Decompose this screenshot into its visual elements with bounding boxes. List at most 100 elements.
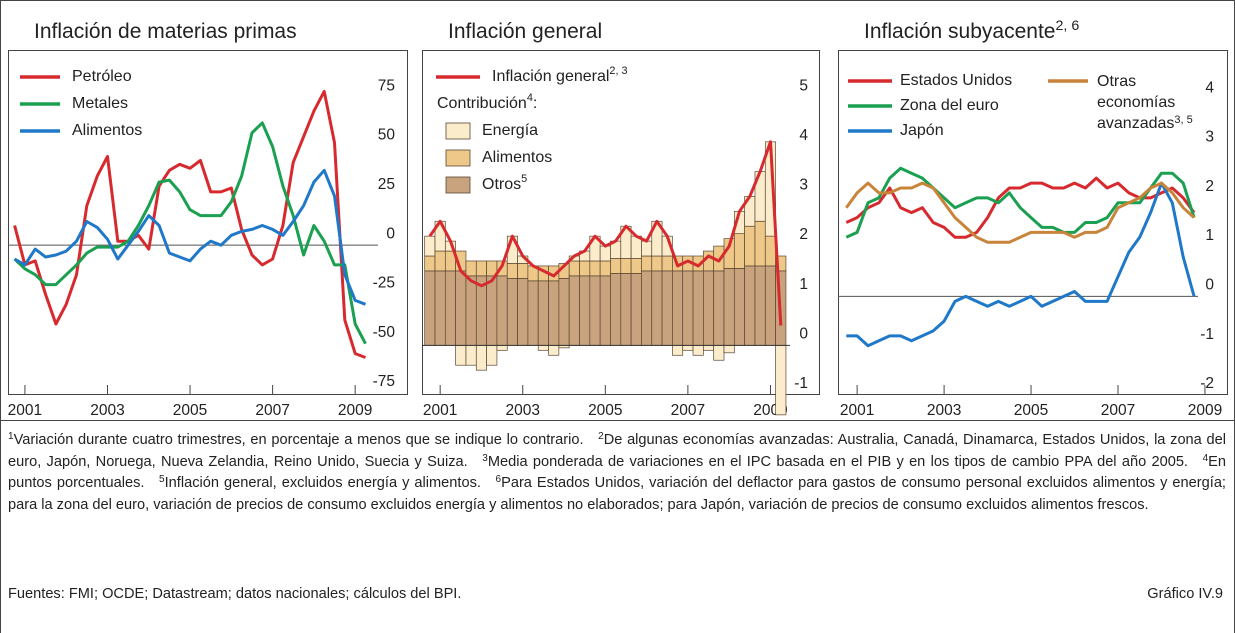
bar (651, 270, 663, 346)
bar (537, 280, 549, 346)
bar (506, 277, 518, 346)
bar (599, 275, 611, 346)
y-tick-label: 3 (1205, 129, 1214, 146)
x-tick-label: 2007 (255, 402, 289, 419)
y-tick-label: 75 (378, 77, 395, 94)
footnote-number: 1 (8, 431, 14, 442)
y-tick-label: -2 (1200, 375, 1214, 392)
bar (548, 280, 560, 346)
x-tick-label: 2009 (1188, 402, 1222, 419)
bar (486, 275, 498, 346)
legend-label-text: Inflación general (492, 68, 609, 85)
bar (506, 263, 518, 279)
bar (744, 265, 756, 346)
bar (754, 265, 766, 346)
bar (764, 235, 776, 267)
bar (754, 220, 766, 267)
y-tick-label: -50 (373, 324, 396, 341)
bar (661, 270, 673, 346)
bar (568, 260, 580, 277)
bar (703, 345, 715, 351)
x-tick-label: 2005 (588, 402, 622, 419)
y-tick-label: 0 (386, 225, 395, 242)
bar (703, 270, 715, 346)
panel-title-text: Inflación general (448, 20, 602, 43)
legend-label-text: Otras economías avanzadas (1097, 73, 1176, 132)
legend-label-sup: 3, 5 (1174, 114, 1193, 126)
bar (579, 275, 591, 346)
legend-label: Alimentos (72, 122, 142, 139)
footnote-text: De algunas economías avanzadas: Australi… (8, 432, 1226, 470)
bar (599, 245, 611, 262)
y-tick-label: 4 (1205, 79, 1214, 96)
footnote-text: Para Estados Unidos, variación del defla… (8, 475, 1226, 513)
bar (589, 260, 601, 277)
bar (620, 258, 632, 274)
panel-title: Inflación subyacente2, 6 (864, 18, 1079, 43)
legend-label: Alimentos (482, 149, 552, 166)
legend-label: Zona del euro (900, 97, 999, 114)
bar (620, 273, 632, 346)
legend-label-text: Japón (900, 122, 944, 139)
panel-title-text: Inflación subyacente (864, 20, 1055, 43)
legend-label: Otros5 (482, 173, 527, 193)
bar (764, 265, 776, 346)
y-tick-label: -1 (794, 375, 808, 392)
y-tick-label: 3 (799, 177, 808, 194)
footnote-number: 2 (598, 431, 604, 442)
legend-label-text: Zona del euro (900, 97, 999, 114)
bar (424, 270, 436, 346)
legend-label: Inflación general2, 3 (492, 65, 628, 85)
bar (537, 345, 549, 351)
legend-swatch (445, 176, 471, 194)
legend-label-text: Alimentos (482, 149, 552, 166)
y-tick-label: 0 (799, 325, 808, 342)
bar (672, 345, 684, 356)
y-tick-label: -75 (373, 373, 395, 390)
bar (651, 255, 663, 272)
x-tick-label: 2001 (423, 402, 457, 419)
bar (713, 345, 725, 361)
legend-label-text: Energía (482, 122, 538, 139)
bar (775, 255, 787, 272)
bar (599, 260, 611, 277)
y-tick-label: 0 (1205, 277, 1214, 294)
line-series (13, 168, 367, 306)
bar (465, 260, 477, 277)
bar (610, 258, 622, 274)
footnote-number: 6 (495, 474, 502, 485)
footnote-number: 4 (1202, 452, 1209, 464)
bar (548, 345, 560, 356)
bar (630, 258, 642, 274)
bar (610, 273, 622, 346)
bar (733, 268, 746, 346)
line-series (845, 181, 1196, 244)
bar (661, 255, 673, 272)
legend-heading: Contribución4: (437, 92, 537, 112)
footnotes: 1Variación durante cuatro trimestres, en… (8, 430, 1226, 516)
bar (558, 277, 570, 346)
bar (589, 275, 601, 346)
bar (517, 263, 529, 279)
bar (455, 270, 467, 346)
y-tick-label: 1 (799, 276, 808, 293)
bar (775, 345, 787, 416)
y-tick-label: 1 (1205, 227, 1214, 244)
bar (517, 277, 529, 346)
panel-title-sup: 2, 6 (1055, 18, 1079, 34)
legend-label: Japón (900, 122, 944, 139)
y-tick-label: -25 (373, 275, 395, 292)
bar (641, 240, 653, 257)
line-series (845, 166, 1196, 239)
y-tick-label: 50 (378, 127, 396, 144)
legend-label: Energía (482, 122, 538, 139)
bar (723, 345, 735, 354)
x-tick-label: 2009 (338, 402, 372, 419)
legend-label-sup: 2, 3 (609, 65, 627, 77)
bar (424, 255, 436, 272)
plot-frame (422, 50, 820, 395)
line-series (428, 140, 783, 326)
legend-heading-sup: 4 (527, 92, 533, 104)
